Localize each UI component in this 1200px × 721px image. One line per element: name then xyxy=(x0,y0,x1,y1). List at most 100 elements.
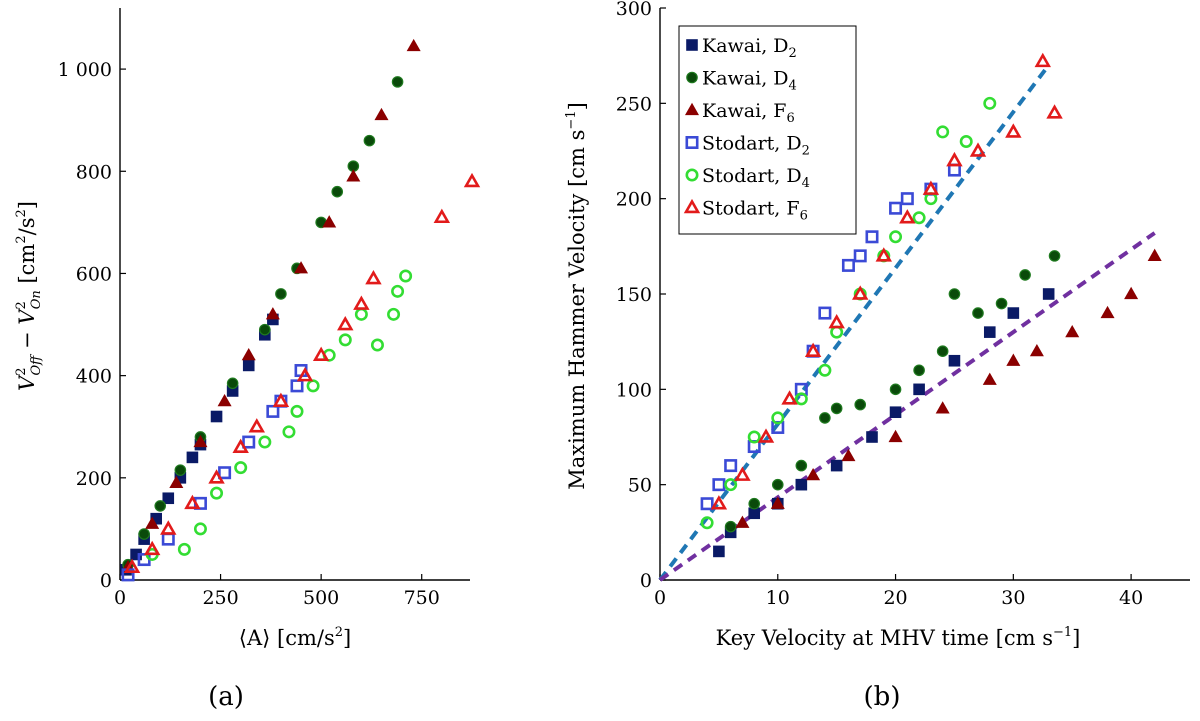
data-point xyxy=(841,258,855,272)
panel-b: 0 10 20 30 40 0 50 100 150 200 250 300 Key Velocit… xyxy=(564,0,1190,712)
y-tick-label: 400 xyxy=(76,366,112,388)
data-point xyxy=(290,379,304,393)
data-point xyxy=(306,379,320,393)
legend-marker xyxy=(686,71,698,84)
data-point xyxy=(242,435,256,449)
data-point xyxy=(735,515,750,528)
legend-marker xyxy=(684,102,700,116)
data-point xyxy=(294,261,309,274)
data-point xyxy=(795,459,808,472)
data-point xyxy=(830,459,843,472)
data-point xyxy=(853,249,867,263)
panel-a-x-ticks: 0 250 500 750 xyxy=(114,574,440,609)
data-point xyxy=(771,478,784,491)
data-point xyxy=(338,333,352,347)
data-point xyxy=(854,398,867,411)
data-point xyxy=(818,306,832,320)
y-tick-label: 300 xyxy=(616,0,652,20)
panel-b-points xyxy=(700,52,1162,558)
data-point xyxy=(841,448,856,462)
data-point xyxy=(806,467,821,481)
x-tick-label: 750 xyxy=(404,587,440,609)
data-point xyxy=(258,435,272,449)
data-point xyxy=(734,466,751,481)
y-tick-label: 0 xyxy=(100,570,112,592)
data-point xyxy=(234,461,248,475)
data-point xyxy=(770,496,785,509)
data-point xyxy=(936,345,949,357)
data-point xyxy=(160,520,177,535)
data-point xyxy=(1065,324,1080,338)
data-point xyxy=(948,288,961,300)
data-point xyxy=(889,201,903,215)
panel-b-legend: Kawai, D2 Kawai, D4 Kawai, F6 Stodart, D2 St… xyxy=(678,25,857,235)
data-point xyxy=(186,451,199,464)
data-point xyxy=(1007,307,1020,319)
data-point xyxy=(312,346,330,361)
data-point xyxy=(889,383,902,396)
legend-marker xyxy=(685,168,699,182)
data-point xyxy=(712,478,726,492)
data-point xyxy=(969,142,987,157)
data-point xyxy=(710,495,728,510)
data-point xyxy=(387,307,401,321)
data-point xyxy=(936,125,950,139)
y-tick-label: 1 000 xyxy=(58,59,112,81)
panel-b-y-ticks: 0 50 100 150 200 250 300 xyxy=(616,0,666,592)
panel-a-caption: (a) xyxy=(208,682,244,712)
y-tick-label: 0 xyxy=(640,570,652,592)
x-tick-label: 0 xyxy=(654,587,666,609)
x-tick-label: 250 xyxy=(202,587,238,609)
data-point xyxy=(1147,248,1162,261)
panel-a-points xyxy=(120,38,481,582)
data-point xyxy=(169,475,184,489)
data-point xyxy=(1034,52,1051,68)
data-point xyxy=(174,464,187,476)
data-point xyxy=(363,134,376,147)
data-point xyxy=(145,516,160,529)
data-point xyxy=(995,297,1008,310)
data-point xyxy=(865,230,879,244)
data-point xyxy=(959,134,973,148)
data-point xyxy=(406,38,421,52)
x-tick-label: 20 xyxy=(883,587,907,609)
series-stodart-f6 xyxy=(123,172,481,574)
x-tick-label: 40 xyxy=(1119,587,1143,609)
data-point xyxy=(982,372,997,385)
data-point xyxy=(391,284,405,298)
data-point xyxy=(1042,288,1055,300)
series-kawai-f6 xyxy=(735,248,1162,528)
data-point xyxy=(804,342,822,357)
legend-box xyxy=(678,25,857,235)
data-point xyxy=(819,412,831,424)
data-point xyxy=(1019,269,1031,281)
data-point xyxy=(972,307,984,319)
data-point xyxy=(275,288,287,300)
data-point xyxy=(747,430,761,444)
data-point xyxy=(913,383,925,396)
legend-label: Stodart, D4 xyxy=(702,165,810,191)
data-point xyxy=(771,411,785,425)
data-point xyxy=(724,478,738,492)
data-point xyxy=(912,211,926,225)
data-point xyxy=(889,230,903,244)
legend-marker xyxy=(685,136,699,150)
data-point xyxy=(161,532,175,546)
data-point xyxy=(1048,250,1061,262)
x-tick-label: 500 xyxy=(303,587,339,609)
data-point xyxy=(983,96,997,110)
data-point xyxy=(217,393,232,407)
data-point xyxy=(177,542,191,556)
panel-b-y-label: Maximum Hammer Velocity [cm s−1] xyxy=(564,102,589,490)
data-point xyxy=(913,364,925,377)
data-point xyxy=(946,151,963,167)
data-point xyxy=(463,172,481,188)
data-point xyxy=(143,540,161,556)
data-point xyxy=(1005,123,1022,138)
data-point xyxy=(1046,104,1063,119)
data-point xyxy=(337,315,354,331)
legend-label: Kawai, D2 xyxy=(702,35,797,61)
data-point xyxy=(370,338,384,352)
data-point xyxy=(948,354,961,367)
